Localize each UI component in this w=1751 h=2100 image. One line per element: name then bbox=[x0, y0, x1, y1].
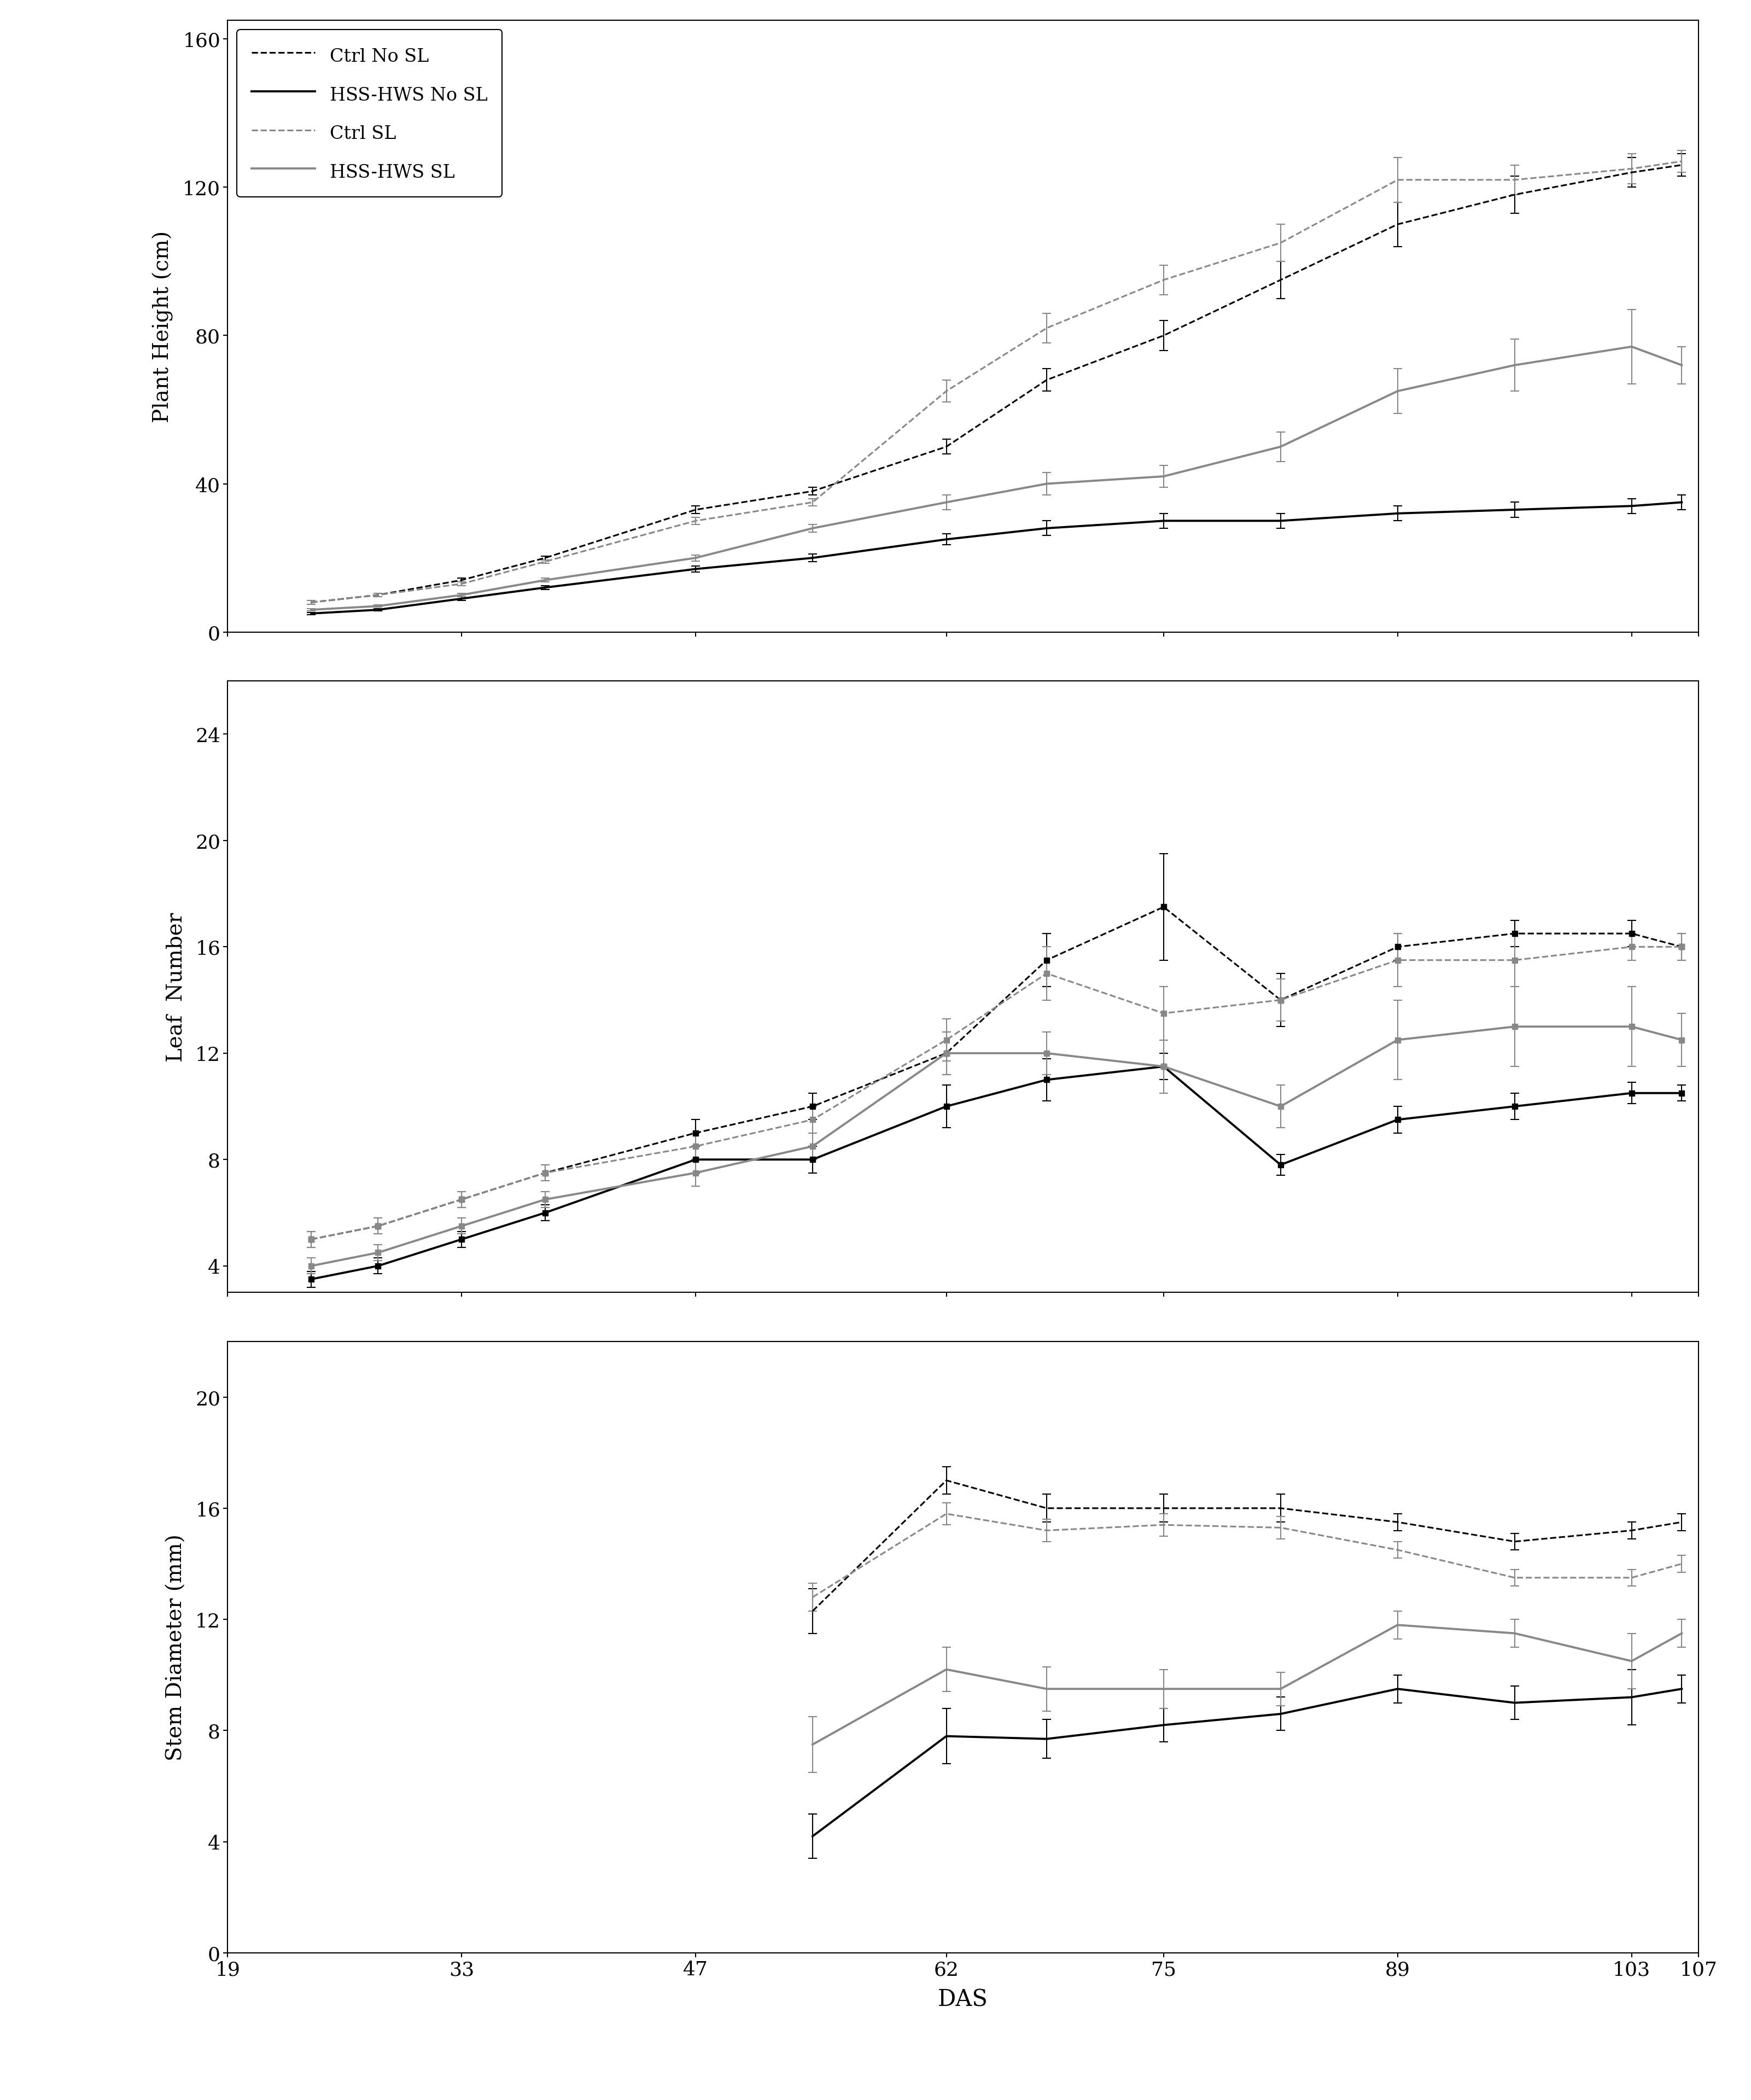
Y-axis label: Stem Diameter (mm): Stem Diameter (mm) bbox=[166, 1533, 186, 1760]
Y-axis label: Plant Height (cm): Plant Height (cm) bbox=[152, 231, 173, 422]
X-axis label: DAS: DAS bbox=[939, 1989, 988, 2012]
Y-axis label: Leaf  Number: Leaf Number bbox=[166, 911, 186, 1063]
Legend: Ctrl No SL, HSS-HWS No SL, Ctrl SL, HSS-HWS SL: Ctrl No SL, HSS-HWS No SL, Ctrl SL, HSS-… bbox=[236, 29, 503, 197]
